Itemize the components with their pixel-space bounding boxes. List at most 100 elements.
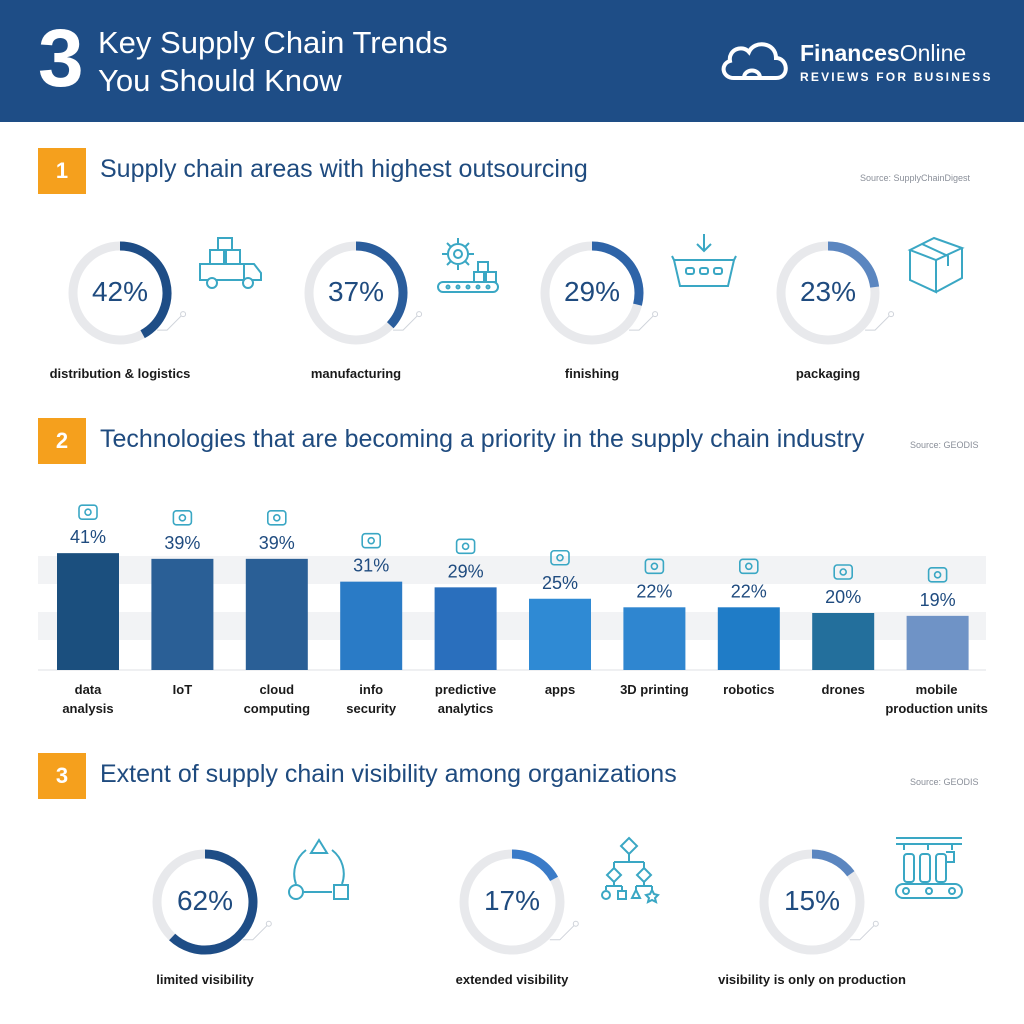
section1-connector-line (157, 313, 184, 331)
bar-category-label: info security (316, 680, 426, 718)
section1-connector-line (865, 313, 892, 331)
section1-item-label: manufacturing (310, 366, 402, 381)
section3-connector-dot (572, 920, 579, 927)
magnifier-chart-icon (78, 504, 98, 520)
section1-donut-1 (304, 241, 423, 345)
section1-donut-3 (776, 241, 895, 345)
technology-bar-chart: 41% 39% 39% 31% 29% 25% 22% 22% 20% 19% (38, 504, 986, 671)
printer-3d-icon-shape (644, 558, 665, 575)
bar-category-label-line: info (359, 682, 384, 697)
section3-item-label: visibility is only on production (718, 972, 906, 987)
cloud-network-icon (266, 510, 287, 526)
brand-name-bold: Finances (800, 40, 900, 66)
bar-category-label-line: cloud (259, 682, 295, 697)
section3-connector-line (242, 923, 270, 941)
magnifier-chart-icon-shape (78, 504, 98, 520)
bar-category-label-line: data (74, 682, 102, 697)
section1-donut-arc (827, 241, 880, 288)
section3-donut-1 (459, 849, 579, 955)
section3-connector-line (549, 923, 577, 941)
section1-donut-value: 23% (799, 276, 857, 307)
section1-item-label: distribution & logistics (49, 366, 191, 381)
app-phone-icon (550, 549, 570, 566)
section3-item-label: extended visibility (455, 972, 569, 987)
drone-icon-detail (839, 568, 848, 576)
section1-connector-line (629, 313, 656, 331)
analytics-screen-icon (455, 538, 476, 555)
header-title-line1: Key Supply Chain Trends (98, 25, 448, 60)
bar-category-label-line: IoT (172, 682, 193, 697)
bar-category-label-line: apps (544, 682, 576, 697)
section1-donut-arc (591, 241, 644, 306)
section1-title: Supply chain areas with highest outsourc… (100, 155, 588, 183)
bar-predictive-analytics (434, 587, 497, 670)
section3-donut-value: 15% (783, 885, 841, 916)
bar-category-label: mobile production units (878, 680, 996, 718)
header-number: 3 (38, 13, 84, 104)
bar-value-label: 31% (353, 556, 389, 576)
padlock-icon-detail (367, 536, 376, 545)
section3-connector-dot (872, 920, 879, 927)
box-icon (907, 236, 965, 294)
iot-robot-icon-shape (172, 510, 193, 526)
iot-robot-icon-detail (178, 514, 187, 522)
section3-donut-value: 62% (176, 885, 234, 916)
bar-value-label: 41% (70, 527, 106, 547)
bar-iot (151, 558, 214, 670)
section3-source: Source: GEODIS (910, 777, 979, 787)
bar-category-label: cloud computing (222, 680, 332, 718)
section3-title: Extent of supply chain visibility among … (100, 760, 677, 788)
printer-3d-icon-detail (650, 562, 659, 571)
bar-category-label: robotics (694, 680, 804, 699)
bar-value-label: 20% (825, 587, 861, 607)
cloud-network-icon-shape (266, 510, 287, 526)
bar-value-label: 39% (164, 533, 200, 553)
bar-value-label: 22% (731, 581, 767, 601)
bar-value-label: 39% (259, 533, 295, 553)
bar-category-label-line: drones (821, 682, 865, 697)
bar-category-label-line: 3D printing (620, 682, 689, 697)
section1-connector-dot (652, 311, 659, 318)
section1-donut-arc (119, 241, 172, 339)
padlock-icon (361, 532, 382, 549)
section1-donut-value: 42% (91, 276, 149, 307)
delivery-truck-icon (199, 237, 262, 289)
bar-mobile-production-units (906, 615, 969, 670)
section3-donut-arc (811, 849, 855, 877)
section1-source: Source: SupplyChainDigest (860, 173, 971, 183)
section3-donut-0 (152, 849, 272, 955)
bar-category-label: data analysis (33, 680, 143, 718)
app-phone-icon-shape (550, 549, 570, 566)
robot-arm-icon (738, 558, 759, 575)
section1-connector-dot (416, 311, 423, 318)
section1-number-badge: 1 (38, 148, 86, 194)
header-title-line2: You Should Know (98, 63, 342, 98)
bar-category-label: 3D printing (599, 680, 709, 699)
bar-drones (812, 613, 875, 670)
shapes-cycle-icon (288, 838, 349, 900)
production-line-icon (927, 567, 948, 583)
basket-icon (671, 234, 737, 287)
bar-value-label: 19% (920, 590, 956, 610)
section1-connector-line (393, 313, 420, 331)
analytics-screen-icon-detail (461, 542, 470, 551)
section1-connector-dot (180, 311, 187, 318)
magnifier-chart-icon-detail (84, 508, 92, 516)
section1-donut-value: 37% (327, 276, 385, 307)
bar-category-label-line: predictive (434, 682, 497, 697)
section3-donut-2 (759, 849, 879, 955)
gear-conveyor-icon (437, 238, 499, 293)
iot-robot-icon (172, 510, 193, 526)
app-phone-icon-detail (556, 553, 564, 562)
bar-value-label: 25% (542, 573, 578, 593)
bar-value-label: 29% (448, 561, 484, 581)
brand-name[interactable]: FinancesOnline (800, 40, 966, 67)
section3-item-label: limited visibility (156, 972, 254, 987)
bar-category-label-line: analysis (62, 701, 114, 716)
bar-apps (529, 598, 591, 670)
section2-source: Source: GEODIS (910, 440, 979, 450)
section3-connector-dot (265, 920, 272, 927)
brand-tagline: REVIEWS FOR BUSINESS (800, 70, 993, 84)
header-banner: 3 Key Supply Chain Trends You Should Kno… (0, 0, 1024, 122)
production-line-icon-detail (933, 571, 942, 579)
